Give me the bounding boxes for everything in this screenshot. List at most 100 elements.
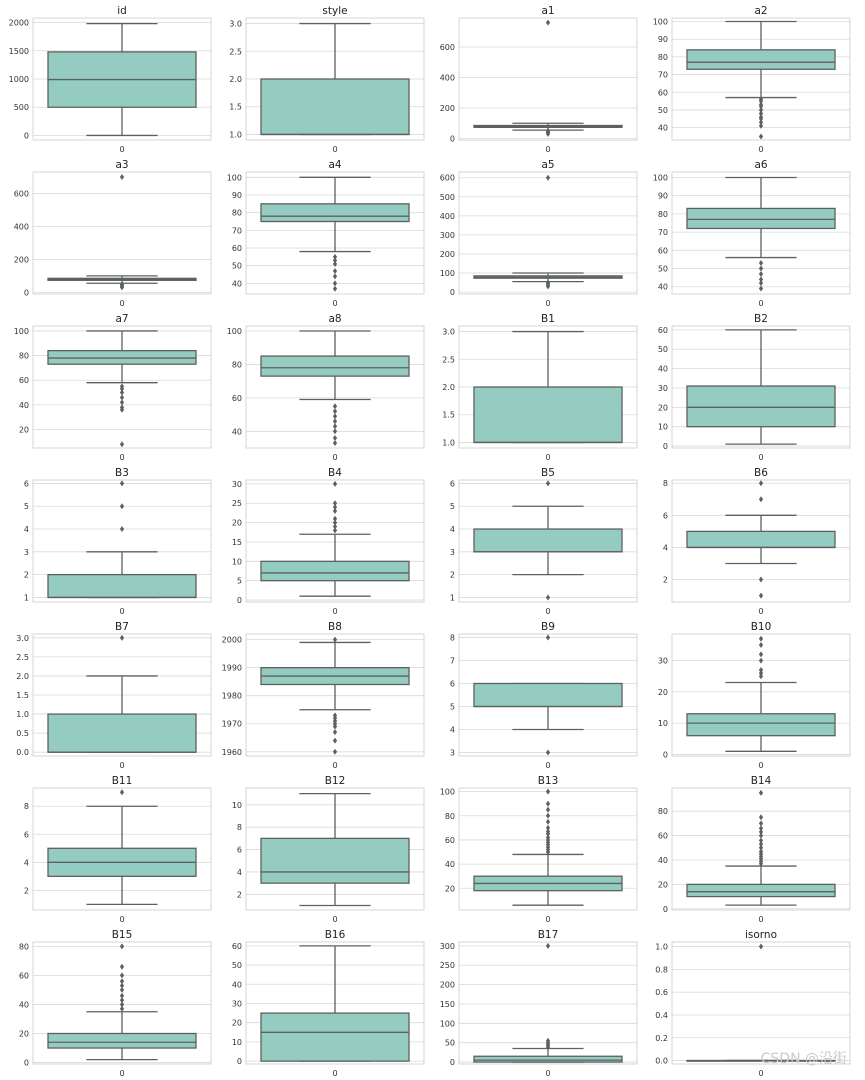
axes-frame <box>245 325 425 449</box>
x-tick-label: 0 <box>758 607 763 616</box>
axes-frame <box>671 787 851 911</box>
subplot-B10: B10 0 10 20 30 0 <box>658 621 851 770</box>
outlier-point <box>545 1037 551 1044</box>
subplot-title: a3 <box>115 159 128 171</box>
y-tick-label: 200 <box>14 255 29 264</box>
outlier-point <box>758 837 764 844</box>
outlier-point <box>119 383 125 390</box>
y-tick-label: 1.5 <box>16 691 29 700</box>
y-tick-label: 5 <box>450 703 455 712</box>
subplot-B7: B7 0.0 0.5 1.0 1.5 2.0 2.5 3.0 0 <box>16 621 212 770</box>
outlier-point <box>332 285 338 292</box>
y-tick-label: 10 <box>232 1038 242 1047</box>
outlier-point <box>119 997 125 1004</box>
y-tick-label: 2 <box>24 886 29 895</box>
y-tick-label: 6 <box>24 830 29 839</box>
outlier-point <box>119 992 125 999</box>
y-tick-label: 600 <box>440 43 455 52</box>
y-tick-label: 2 <box>237 890 242 899</box>
x-tick-label: 0 <box>332 299 337 308</box>
outlier-point <box>119 404 125 411</box>
outlier-point <box>119 963 125 970</box>
subplot-B12: B12 2 4 6 8 10 0 <box>232 775 425 924</box>
subplot-B6: B6 2 4 6 8 0 <box>663 467 851 616</box>
x-tick-label: 0 <box>119 145 124 154</box>
y-tick-label: 60 <box>658 326 668 335</box>
subplot-B8: B8 1960 1970 1980 1990 2000 0 <box>222 621 425 770</box>
y-tick-label: 2 <box>450 571 455 580</box>
outlier-point <box>332 712 338 719</box>
axes-frame <box>32 633 212 757</box>
y-tick-label: 10 <box>232 801 242 810</box>
y-tick-label: 20 <box>232 519 242 528</box>
y-tick-label: 6 <box>24 479 29 488</box>
subplot-title: B11 <box>112 775 133 787</box>
y-tick-label: 20 <box>445 884 455 893</box>
y-tick-label: 90 <box>658 192 668 201</box>
subplot-title: B10 <box>751 621 772 633</box>
outlier-point <box>758 496 764 503</box>
y-tick-label: 60 <box>658 88 668 97</box>
y-tick-label: 40 <box>19 401 29 410</box>
axes-frame <box>245 479 425 603</box>
outlier-point <box>545 806 551 813</box>
y-tick-label: 2.0 <box>16 672 29 681</box>
y-tick-label: 80 <box>232 209 242 218</box>
outlier-point <box>332 480 338 487</box>
y-tick-label: 300 <box>440 942 455 951</box>
axes-frame <box>671 171 851 295</box>
iqr-box <box>473 528 623 553</box>
y-tick-label: 1.0 <box>655 943 668 952</box>
x-tick-label: 0 <box>332 607 337 616</box>
outlier-point <box>758 844 764 851</box>
y-tick-label: 8 <box>24 802 29 811</box>
axes-frame <box>32 941 212 1065</box>
y-tick-label: 0.5 <box>16 729 29 738</box>
subplot-title: B16 <box>325 929 346 941</box>
y-tick-label: 100 <box>440 269 455 278</box>
x-tick-label: 0 <box>545 453 550 462</box>
outlier-point <box>332 273 338 280</box>
y-tick-label: 1970 <box>222 720 242 729</box>
outlier-point <box>758 270 764 277</box>
subplot-B14: B14 0 20 40 60 80 0 <box>658 775 851 924</box>
y-tick-label: 6 <box>450 479 455 488</box>
y-tick-label: 3 <box>450 548 455 557</box>
y-tick-label: 8 <box>237 823 242 832</box>
subplot-title: B5 <box>541 467 555 479</box>
subplot-id: id 0 500 1000 1500 2000 0 <box>9 5 212 154</box>
outlier-point <box>332 268 338 275</box>
outlier-point <box>758 657 764 664</box>
axes-frame <box>458 171 638 295</box>
y-tick-label: 20 <box>658 688 668 697</box>
y-tick-label: 50 <box>658 345 668 354</box>
x-tick-label: 0 <box>332 145 337 154</box>
outlier-point <box>332 515 338 522</box>
x-tick-label: 0 <box>758 915 763 924</box>
x-tick-label: 0 <box>119 607 124 616</box>
y-tick-label: 100 <box>227 173 242 182</box>
iqr-box <box>260 355 410 377</box>
y-tick-label: 2.5 <box>229 47 242 56</box>
outlier-point <box>332 504 338 511</box>
y-tick-label: 40 <box>658 283 668 292</box>
outlier-point <box>758 110 764 117</box>
outlier-point <box>758 265 764 272</box>
subplot-B16: B16 0 10 20 30 40 50 60 0 <box>232 929 425 1078</box>
outlier-point <box>545 127 551 134</box>
outlier-point <box>119 389 125 396</box>
axes-frame <box>458 325 638 449</box>
y-tick-label: 80 <box>658 210 668 219</box>
axes-frame <box>245 633 425 757</box>
x-tick-label: 0 <box>545 761 550 770</box>
y-tick-label: 40 <box>658 365 668 374</box>
outlier-point <box>332 500 338 507</box>
outlier-point <box>332 507 338 514</box>
outlier-point <box>758 814 764 821</box>
y-tick-label: 0.8 <box>655 965 668 974</box>
y-tick-label: 80 <box>19 352 29 361</box>
outlier-point <box>545 788 551 795</box>
y-tick-label: 1.0 <box>442 438 455 447</box>
y-tick-label: 0.2 <box>655 1034 668 1043</box>
outlier-point <box>119 480 125 487</box>
